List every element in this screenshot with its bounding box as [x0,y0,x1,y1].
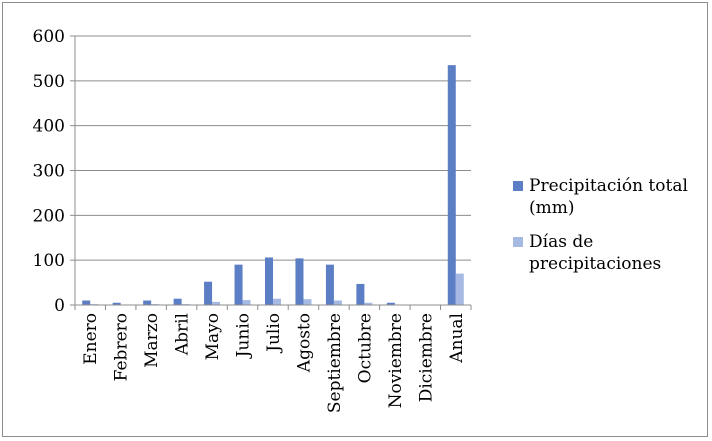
chart-frame: 0 100 200 300 400 500 600 Enero Febrero Marzo Abr… [2,2,708,437]
y-axis: 0 100 200 300 400 500 600 [33,27,76,316]
bar-precipitacion-enero [82,300,91,305]
bar-precipitacion-abril [173,298,182,305]
x-tick-label-junio: Junio [234,313,254,359]
y-tick-label-0: 0 [54,296,65,316]
y-tick-label-500: 500 [33,72,65,92]
bar-precipitacion-octubre [356,283,365,305]
bar-dias-mayo [212,301,221,305]
legend-item-precipitacion: Precipitación total (mm) [513,175,712,219]
bar-chart: 0 100 200 300 400 500 600 Enero Febrero Marzo Abr… [33,27,472,413]
x-tick-label-octubre: Octubre [355,313,375,383]
x-tick-label-mayo: Mayo [203,313,223,360]
x-tick-label-abril: Abril [173,313,193,356]
x-tick-label-septiembre: Septiembre [325,313,345,413]
bar-precipitacion-marzo [143,300,152,305]
bar-dias-agosto [303,299,312,305]
x-tick-label-marzo: Marzo [142,313,162,368]
x-tick-label-julio: Julio [264,313,284,354]
bar-dias-octubre [364,302,373,305]
bar-precipitacion-anual [447,65,456,305]
legend-item-dias: Días de precipitaciones [513,231,712,275]
x-axis: Enero Febrero Marzo Abril Mayo Junio Julio Agos… [74,304,472,413]
legend-swatch-precipitacion [513,181,523,191]
y-tick-label-100: 100 [33,251,65,271]
y-tick-label-400: 400 [33,117,65,137]
bar-dias-junio [242,300,251,305]
legend: Precipitación total (mm) Días de precipi… [513,175,712,287]
x-tick-label-enero: Enero [81,313,101,365]
legend-label-precipitacion: Precipitación total (mm) [529,176,688,218]
bar-precipitacion-julio [265,257,273,305]
legend-swatch-dias [513,237,523,247]
bars [82,65,464,305]
y-tick-label-600: 600 [33,27,65,47]
bar-precipitacion-junio [234,264,243,305]
legend-label-dias: Días de precipitaciones [529,232,662,274]
x-tick-label-diciembre: Diciembre [416,313,436,402]
bar-dias-septiembre [333,300,342,305]
x-tick-label-agosto: Agosto [294,313,314,373]
bar-dias-julio [273,298,281,305]
y-tick-label-300: 300 [33,162,65,182]
grid-lines [75,35,471,261]
bar-dias-anual [455,273,464,305]
bar-precipitacion-noviembre [386,302,395,305]
x-tick-label-noviembre: Noviembre [386,313,406,408]
bar-precipitacion-agosto [295,258,304,305]
y-tick-label-200: 200 [33,206,65,226]
bar-precipitacion-septiembre [325,264,334,305]
bar-precipitacion-febrero [112,302,121,305]
x-tick-label-febrero: Febrero [112,313,132,381]
x-tick-label-anual: Anual [447,313,467,364]
bar-precipitacion-mayo [204,281,213,305]
